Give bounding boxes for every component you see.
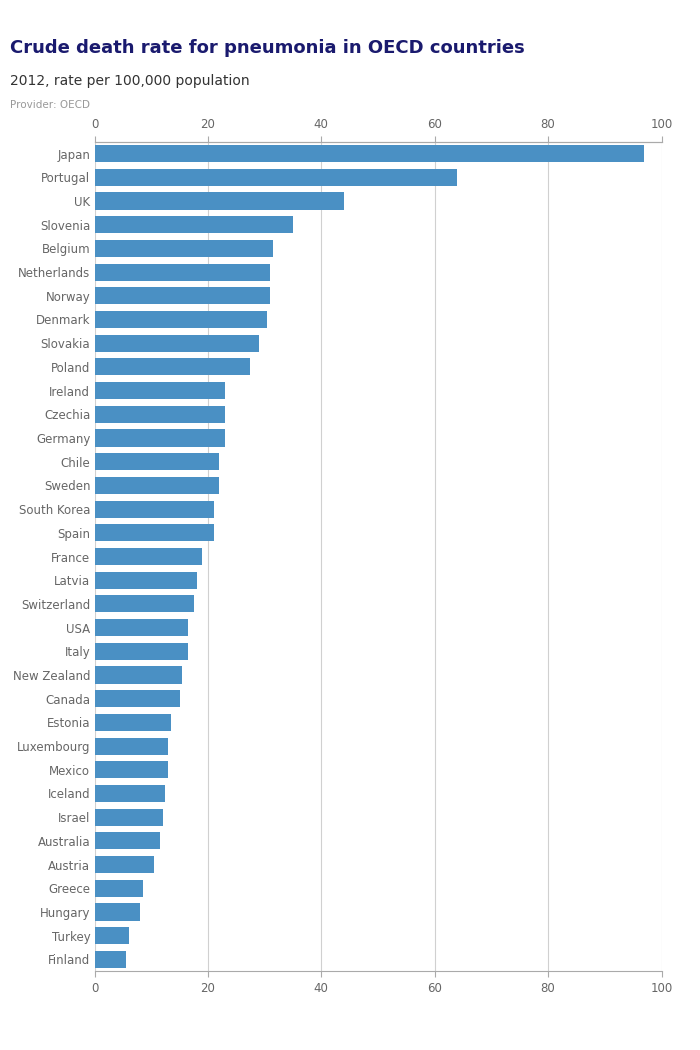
Text: 2012, rate per 100,000 population: 2012, rate per 100,000 population (10, 74, 250, 87)
Bar (94, 548, 202, 565)
Bar (94, 524, 214, 542)
Bar (94, 951, 126, 968)
Bar (94, 643, 188, 659)
Bar (94, 690, 179, 708)
Bar (94, 239, 273, 257)
Bar (94, 667, 183, 684)
Bar (94, 358, 251, 376)
Bar (94, 192, 344, 210)
Bar (94, 714, 171, 731)
Bar (94, 335, 259, 352)
Bar (94, 737, 168, 755)
Bar (94, 571, 197, 589)
Bar (94, 264, 270, 280)
Bar (94, 595, 194, 612)
Bar (94, 808, 162, 825)
Bar (94, 454, 219, 470)
Bar (94, 833, 160, 849)
Bar (94, 856, 154, 874)
Bar (94, 927, 129, 944)
Bar (94, 477, 219, 493)
Bar (94, 785, 165, 802)
Bar (94, 169, 457, 186)
Bar (94, 288, 270, 304)
Bar (94, 761, 168, 778)
Bar (94, 216, 293, 233)
Bar (94, 620, 188, 636)
Bar (94, 382, 225, 399)
Bar (94, 429, 225, 446)
Bar (94, 145, 645, 162)
Bar (94, 501, 214, 518)
Text: figure.nz: figure.nz (586, 18, 671, 37)
Bar (94, 880, 143, 897)
Bar (94, 311, 267, 328)
Text: Provider: OECD: Provider: OECD (10, 100, 90, 110)
Bar (94, 405, 225, 423)
Bar (94, 903, 140, 921)
Text: Crude death rate for pneumonia in OECD countries: Crude death rate for pneumonia in OECD c… (10, 39, 525, 57)
